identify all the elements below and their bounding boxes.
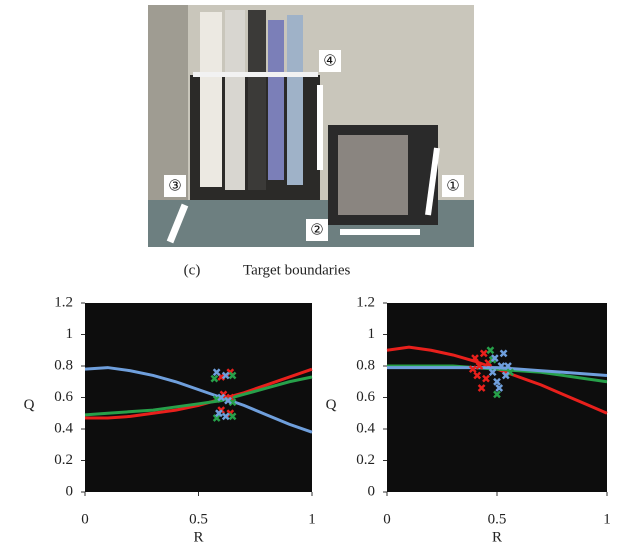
y-tick-label: 0.8 xyxy=(356,357,375,373)
scatter-point xyxy=(212,368,221,377)
y-axis-label: Q xyxy=(326,397,337,413)
x-axis-label: R xyxy=(492,529,502,545)
y-tick-label: 0.4 xyxy=(356,420,375,436)
scatter-point xyxy=(488,368,497,377)
scatter-point xyxy=(479,349,488,358)
x-tick-label: 0 xyxy=(383,511,391,527)
scatter-point xyxy=(215,409,223,418)
scatter-point xyxy=(493,377,501,386)
y-tick-label: 1.2 xyxy=(356,294,375,310)
y-tick-label: 0.6 xyxy=(54,389,73,405)
label-box xyxy=(164,175,186,197)
photo-shadow xyxy=(148,5,188,205)
x-tick-label: 1 xyxy=(603,511,611,527)
scatter-point xyxy=(228,398,237,407)
y-tick-label: 1 xyxy=(66,326,74,342)
x-tick-label: 0.5 xyxy=(189,511,208,527)
scatter-point xyxy=(217,393,226,402)
scatter-point xyxy=(221,412,230,421)
photo: ① ② ③ ④ xyxy=(148,5,474,247)
y-tick-label: 1.2 xyxy=(54,294,73,310)
y-tick-label: 1 xyxy=(368,326,376,342)
scatter-point xyxy=(495,384,504,392)
line xyxy=(84,366,313,434)
scatter-point xyxy=(490,354,499,363)
umbrella xyxy=(225,10,245,190)
scatter-point xyxy=(473,371,482,380)
scatter-point xyxy=(228,412,237,421)
label-box xyxy=(442,175,464,197)
scatter-point xyxy=(221,371,230,380)
umbrella xyxy=(268,20,284,180)
caption-label: (c) xyxy=(184,262,201,278)
caption-text: Target boundaries xyxy=(243,262,351,278)
scatter-point xyxy=(228,371,237,380)
stand-rail xyxy=(193,72,318,77)
y-tick-label: 0.2 xyxy=(54,452,73,468)
x-tick-label: 0.5 xyxy=(488,511,507,527)
umbrella xyxy=(287,15,303,185)
photo-label: ② xyxy=(310,221,323,239)
label-box xyxy=(306,219,328,241)
label-box xyxy=(319,50,341,72)
scatter-point xyxy=(212,395,221,403)
photo-label: ① xyxy=(446,177,459,195)
x-tick-label: 1 xyxy=(308,511,316,527)
photo-label: ③ xyxy=(168,177,181,195)
scatter-point xyxy=(471,354,479,363)
y-tick-label: 0 xyxy=(66,483,74,499)
plot-area xyxy=(85,303,312,492)
photo-label: ④ xyxy=(323,52,336,70)
y-tick-label: 0 xyxy=(368,483,376,499)
scatter-point xyxy=(493,390,501,399)
scatter-point xyxy=(224,396,232,405)
y-axis-label: Q xyxy=(24,397,35,413)
scatter-point xyxy=(482,374,490,383)
y-tick-label: 0.6 xyxy=(356,389,375,405)
x-tick-label: 0 xyxy=(81,511,89,527)
scatter-point xyxy=(499,349,508,358)
scatter-point xyxy=(475,362,484,370)
y-tick-label: 0.8 xyxy=(54,357,73,373)
y-tick-label: 0.4 xyxy=(54,420,73,436)
scatter-point xyxy=(212,414,221,422)
line xyxy=(387,366,608,377)
line xyxy=(387,364,608,384)
y-tick-label: 0.2 xyxy=(356,452,375,468)
scatter-point xyxy=(486,346,495,355)
scatter-point xyxy=(468,365,477,374)
scatter-point xyxy=(504,362,512,370)
line xyxy=(84,375,313,417)
scatter-point xyxy=(501,371,510,380)
boundary-1 xyxy=(425,147,440,216)
umbrella xyxy=(248,10,266,190)
line xyxy=(85,367,313,420)
umbrella xyxy=(200,12,222,187)
scatter-point xyxy=(477,384,486,392)
scatter-point xyxy=(210,374,219,383)
heater-grill xyxy=(338,135,408,215)
boundary-3 xyxy=(166,203,189,244)
x-axis-label: R xyxy=(193,529,203,545)
scatter-point xyxy=(497,362,506,370)
